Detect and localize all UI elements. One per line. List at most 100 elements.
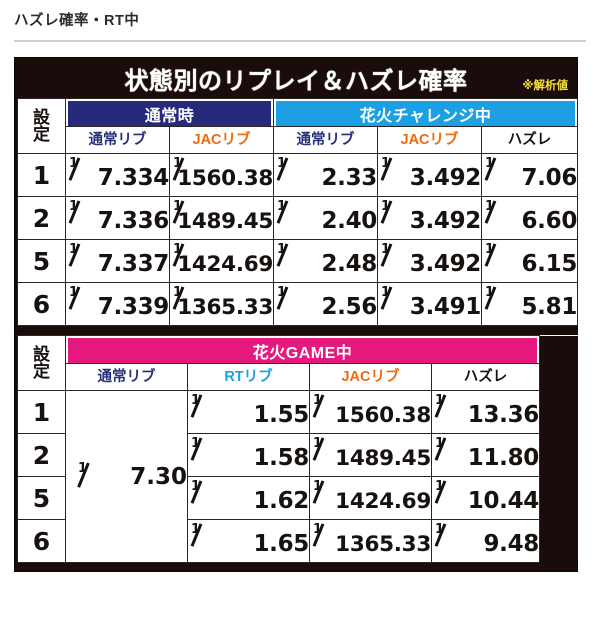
table-note-badge: ※解析値 [522,80,568,92]
lower-cell-0-3: 1 13.36 [430,390,541,434]
lower-settei-1: 2 [17,433,66,477]
value-text: 7.339 [97,293,170,320]
upper-group-header-row: 設 定 通常時 花火チャレンジ中 [17,98,579,154]
lower-group-label-game: 花火GAME中 [68,338,538,363]
value-text: 1.55 [253,401,309,428]
page-title: ハズレ確率・RT中 [14,13,140,29]
numerator-label: 1 [381,241,391,257]
numerator-label: 1 [277,155,287,171]
upper-cell-0-0: 1 7.334 [65,153,170,197]
upper-cell-3-3: 1 3.491 [377,282,483,326]
numerator-label: 1 [173,155,183,171]
upper-settei-header: 設 定 [17,98,66,154]
upper-settei-1: 2 [17,196,66,240]
numerator-label: 1 [173,241,183,257]
upper-col-header-4: ハズレ [481,126,579,154]
upper-group-cell-challenge: 花火チャレンジ中 [273,98,579,127]
table-row: 2 1 1.58 1 1489.45 1 11.80 [17,433,578,477]
settei-char-1: 設 [33,345,50,364]
value-text: 7.334 [97,164,170,191]
value-text: 5.81 [521,293,578,320]
value-text: 1424.69 [177,251,274,277]
lower-col-header-0: 通常リブ [65,363,188,391]
value-text: 1365.33 [335,531,431,557]
numerator-label: 1 [69,198,79,214]
upper-cell-1-1: 1 1489.45 [168,196,275,240]
numerator-label: 1 [485,241,495,257]
upper-cell-3-4: 1 5.81 [481,282,579,326]
table-row: 1 1 7.334 1 1560.38 1 2.33 1 3.492 1 7.06 [17,153,579,197]
value-text: 3.492 [409,250,482,277]
numerator-label: 1 [191,521,201,537]
table-row: 5 1 1.62 1 1424.69 1 10.44 [17,476,578,520]
lower-cell-1-2: 1 1489.45 [309,433,432,477]
numerator-label: 1 [78,460,88,476]
numerator-label: 1 [173,198,183,214]
table-title: 状態別のリプレイ＆ハズレ確率 [124,67,468,95]
table-row: 5 1 7.337 1 1424.69 1 2.48 1 3.492 1 6.15 [17,239,579,283]
numerator-label: 1 [69,155,79,171]
numerator-label: 1 [485,198,495,214]
lower-group-cell-game: 花火GAME中 [64,335,541,364]
lower-cell-2-2: 1 1424.69 [309,476,432,520]
table-row: 6 1 1.65 1 1365.33 1 9.48 [17,519,578,563]
upper-cell-1-3: 1 3.492 [377,196,483,240]
lower-cell-2-1: 1 1.62 [187,476,310,520]
value-text: 1489.45 [335,445,431,471]
upper-cell-2-3: 1 3.492 [377,239,483,283]
upper-cell-2-1: 1 1424.69 [168,239,275,283]
value-text: 1489.45 [177,208,274,234]
lower-black-filler [539,335,578,563]
lower-cell-3-1: 1 1.65 [187,519,310,563]
numerator-label: 1 [69,241,79,257]
value-text: 11.80 [467,444,540,471]
table-separator-band [15,326,577,335]
value-text: 3.492 [409,164,482,191]
upper-col-header-0: 通常リブ [65,126,170,154]
probability-table-frame: 状態別のリプレイ＆ハズレ確率 ※解析値 設 定 通常時 花火チャレンジ中 [14,57,579,572]
table-title-bar: 状態別のリプレイ＆ハズレ確率 ※解析値 [15,58,577,98]
numerator-label: 1 [191,392,201,408]
lower-settei-3: 6 [17,519,66,563]
lower-settei-header: 設 定 [17,335,66,391]
lower-probability-table: 設 定 花火GAME中 通常リブ RTリブ JACリブ ハズレ 1 1 [17,335,578,563]
value-text: 10.44 [467,487,540,514]
value-text: 1560.38 [177,165,274,191]
table-row: 6 1 7.339 1 1365.33 1 2.56 1 3.491 1 5.81 [17,282,579,326]
lower-col-header-1: RTリブ [187,363,310,391]
value-text: 7.336 [97,207,170,234]
upper-group-label-challenge: 花火チャレンジ中 [276,101,576,126]
lower-col-header-2: JACリブ [309,363,432,391]
upper-cell-3-2: 1 2.56 [273,282,379,326]
upper-cell-1-2: 1 2.40 [273,196,379,240]
upper-settei-3: 6 [17,282,66,326]
lower-settei-0: 1 [17,390,66,434]
value-text: 1424.69 [335,488,431,514]
value-text: 6.60 [521,207,578,234]
lower-subheader-row: 通常リブ RTリブ JACリブ ハズレ [18,363,578,391]
value-text: 9.48 [483,530,540,557]
value-text: 1.65 [253,530,309,557]
numerator-label: 1 [485,284,495,300]
upper-col-header-2: 通常リブ [273,126,379,154]
upper-settei-0: 1 [17,153,66,197]
value-text: 1560.38 [335,402,431,428]
value-text: 2.40 [321,207,378,234]
upper-group-cell-normal: 通常時 [64,98,275,127]
numerator-label: 1 [313,521,323,537]
header-divider [14,39,586,42]
numerator-label: 1 [313,435,323,451]
upper-cell-0-4: 1 7.06 [481,153,579,197]
value-text: 1.58 [253,444,309,471]
lower-cell-1-3: 1 11.80 [430,433,541,477]
upper-cell-2-0: 1 7.337 [65,239,170,283]
lower-cell-0-2: 1 1560.38 [309,390,432,434]
numerator-label: 1 [435,435,445,451]
lower-cell-0-1: 1 1.55 [187,390,310,434]
settei-char-1: 設 [33,108,50,127]
numerator-label: 1 [277,284,287,300]
lower-cell-1-1: 1 1.58 [187,433,310,477]
numerator-label: 1 [313,478,323,494]
value-text: 1.62 [253,487,309,514]
upper-cell-2-2: 1 2.48 [273,239,379,283]
